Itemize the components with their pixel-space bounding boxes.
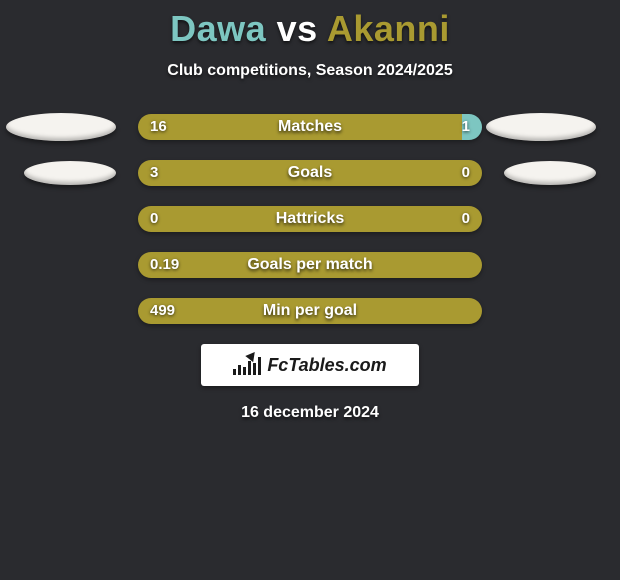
player1-ellipse — [6, 113, 116, 141]
title-player2: Akanni — [327, 8, 450, 49]
logo-inner: FcTables.com — [233, 355, 386, 376]
logo-bars-icon — [233, 355, 261, 375]
stat-bar-track — [138, 252, 482, 278]
comparison-title: Dawa vs Akanni — [0, 0, 620, 50]
player2-ellipse — [504, 161, 596, 185]
title-vs: vs — [266, 8, 327, 49]
player1-ellipse — [24, 161, 116, 185]
stat-bar-left — [138, 114, 462, 140]
stat-value-left: 0 — [150, 206, 158, 232]
subtitle: Club competitions, Season 2024/2025 — [0, 62, 620, 80]
stat-row: 0.19Goals per match — [0, 252, 620, 278]
logo-box[interactable]: FcTables.com — [201, 344, 419, 386]
logo-text: FcTables.com — [267, 355, 386, 376]
stat-row: 499Min per goal — [0, 298, 620, 324]
stat-bar-track — [138, 160, 482, 186]
stat-row: 161Matches — [0, 114, 620, 140]
stat-value-left: 3 — [150, 160, 158, 186]
stat-value-right: 0 — [462, 160, 470, 186]
title-player1: Dawa — [170, 8, 266, 49]
stat-row: 30Goals — [0, 160, 620, 186]
stat-bar-track — [138, 298, 482, 324]
stat-value-left: 499 — [150, 298, 175, 324]
stat-value-right: 0 — [462, 206, 470, 232]
stat-value-left: 16 — [150, 114, 167, 140]
stat-row: 00Hattricks — [0, 206, 620, 232]
stat-bar-left — [138, 298, 482, 324]
stats-chart: 161Matches30Goals00Hattricks0.19Goals pe… — [0, 114, 620, 324]
stat-bar-left — [138, 160, 482, 186]
stat-bar-left — [138, 252, 482, 278]
stat-value-left: 0.19 — [150, 252, 179, 278]
date-text: 16 december 2024 — [0, 404, 620, 422]
player2-ellipse — [486, 113, 596, 141]
stat-value-right: 1 — [462, 114, 470, 140]
stat-bar-track — [138, 114, 482, 140]
stat-bar-neutral — [138, 206, 482, 232]
stat-bar-track — [138, 206, 482, 232]
